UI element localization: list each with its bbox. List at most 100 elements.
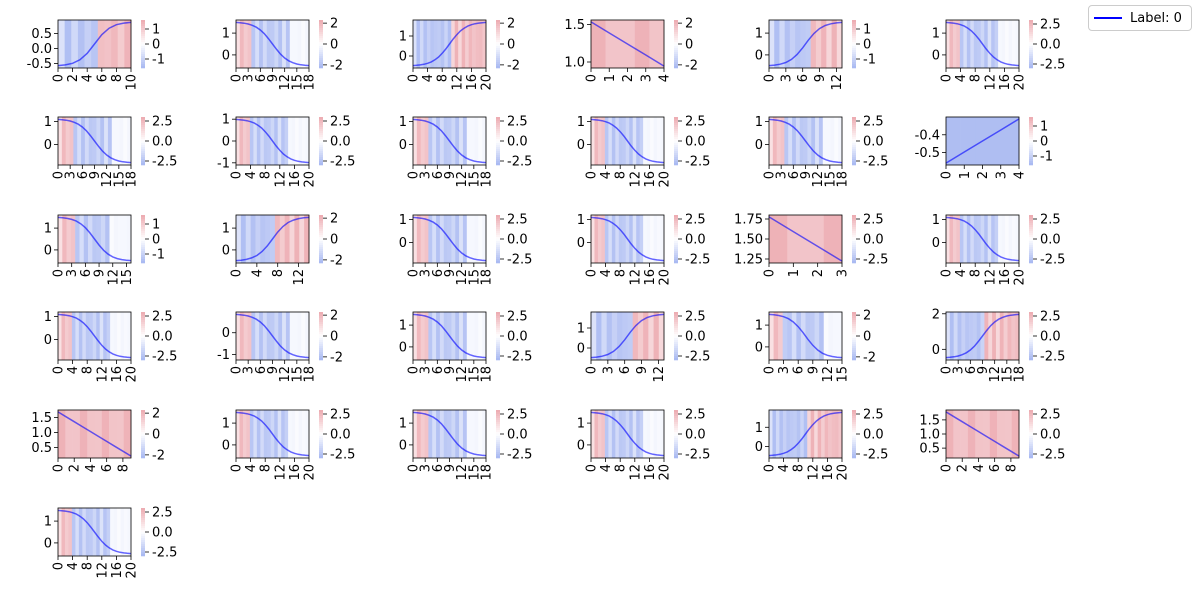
saliency-cell [239, 312, 244, 360]
colorbar-cell [674, 432, 678, 435]
colorbar-tick-label: 2 [507, 17, 515, 32]
colorbar-cell [1029, 440, 1033, 443]
saliency-cell [660, 117, 665, 165]
x-tick-label: 0 [763, 269, 778, 277]
colorbar-cell [674, 233, 678, 236]
colorbar-cell [141, 237, 145, 240]
colorbar-cell [852, 62, 856, 65]
saliency-cell [984, 312, 989, 360]
colorbar-cell [852, 139, 856, 142]
colorbar-cell [141, 125, 145, 128]
colorbar-tick-label: 2 [863, 309, 871, 324]
colorbar-cell [141, 338, 145, 341]
colorbar-cell [1029, 438, 1033, 441]
colorbar-cell [141, 326, 145, 329]
series-line [945, 411, 1020, 457]
x-tick-label: 0 [407, 464, 422, 472]
colorbar-cell [141, 60, 145, 63]
colorbar-tick-label: 2.5 [330, 408, 351, 423]
saliency-cell [103, 312, 107, 360]
colorbar-cell [319, 452, 323, 455]
colorbar-cell [1029, 332, 1033, 335]
colorbar-cell [141, 137, 145, 140]
series-line [945, 216, 1020, 262]
y-tick-label: -0.5 [27, 57, 52, 72]
saliency-cell [466, 117, 471, 165]
y-tick-label: 1 [44, 115, 52, 130]
saliency-cell [65, 117, 70, 165]
saliency-cell [262, 312, 268, 360]
colorbar-cell [496, 438, 500, 441]
colorbar-cell [319, 46, 323, 49]
saliency-cell [266, 20, 271, 68]
x-tick-label: 12 [811, 171, 826, 188]
x-tick-label: 4 [1013, 171, 1028, 179]
saliency-cell [946, 312, 951, 360]
colorbar-cell [852, 354, 856, 357]
saliency-cell [796, 410, 801, 458]
saliency-cell [782, 410, 787, 458]
saliency-cell [946, 20, 950, 68]
y-tick-label: 0 [755, 440, 763, 455]
x-tick-label: 12 [106, 269, 121, 286]
subplot-8: 10-10 4 8 12 16 202.50.0-2.5 [217, 113, 355, 188]
colorbar-cell [319, 64, 323, 67]
colorbar-cell [496, 161, 500, 164]
saliency-cell [281, 117, 285, 165]
colorbar-cell [852, 446, 856, 449]
x-tick-label: 8 [614, 269, 629, 277]
colorbar-cell [141, 147, 145, 150]
saliency-cell [72, 410, 81, 458]
colorbar-cell [319, 231, 323, 234]
colorbar-cell [852, 157, 856, 160]
colorbar-cell [674, 235, 678, 238]
x-tick-label: 0 [585, 269, 600, 277]
y-tick-label: 1 [755, 115, 763, 130]
saliency-cell [594, 215, 599, 263]
series-line [235, 411, 310, 457]
x-tick-label: 18 [480, 171, 495, 188]
colorbar-cell [674, 338, 678, 341]
colorbar-cell [1029, 219, 1033, 222]
colorbar-cell [141, 36, 145, 39]
colorbar-cell [1029, 261, 1033, 264]
subplot-28: 100 4 8 12 16 202.50.0-2.5 [577, 408, 711, 481]
saliency-cell [815, 117, 820, 165]
colorbar-cell [674, 119, 678, 122]
colorbar-cell [1029, 336, 1033, 339]
colorbar-cell [319, 50, 323, 53]
saliency-cell [251, 20, 256, 68]
colorbar-cell [141, 239, 145, 242]
saliency-cell [267, 410, 272, 458]
colorbar-cell [141, 528, 145, 531]
colorbar-cell [852, 66, 856, 69]
colorbar-cell [1029, 215, 1033, 218]
colorbar-cell [674, 328, 678, 331]
colorbar-cell [1029, 430, 1033, 433]
colorbar-cell [496, 346, 500, 349]
colorbar-cell [852, 233, 856, 236]
saliency-cell [828, 410, 832, 458]
colorbar-cell [141, 536, 145, 539]
saliency-cell [946, 410, 954, 458]
colorbar-cell [1029, 48, 1033, 51]
colorbar-cell [141, 66, 145, 69]
colorbar-cell [319, 42, 323, 45]
colorbar-cell [852, 440, 856, 443]
colorbar-cell [141, 119, 145, 122]
x-tick-label: 0 [763, 366, 778, 374]
colorbar-tick-label: 0.0 [507, 135, 528, 150]
colorbar-cell [319, 227, 323, 230]
saliency-cell [117, 508, 121, 556]
colorbar-cell [1029, 56, 1033, 59]
saliency-cell [814, 312, 820, 360]
saliency-cell [424, 117, 429, 165]
x-tick-label: 4 [250, 269, 265, 277]
saliency-cell [1011, 312, 1016, 360]
saliency-cell [416, 410, 421, 458]
colorbar-cell [319, 56, 323, 59]
saliency-cell [282, 20, 287, 68]
subplot-10: 100 4 8 12 16 202.50.0-2.5 [577, 115, 711, 188]
colorbar-tick-label: -1 [1040, 150, 1053, 165]
